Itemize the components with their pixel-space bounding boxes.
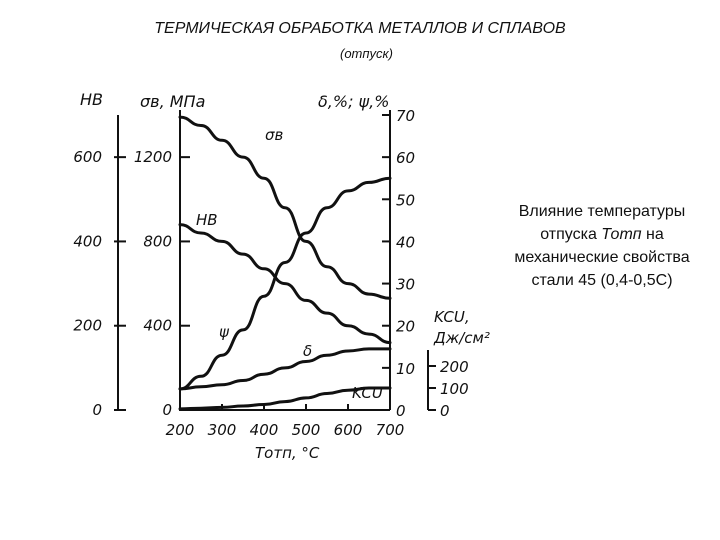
hb-tick-label: 400: [73, 232, 102, 250]
sigma-tick-label: 800: [143, 232, 172, 250]
series-label-sigma: σв: [265, 126, 284, 144]
percent-tick-label: 0: [396, 402, 406, 420]
hb-tick-label: 200: [73, 317, 102, 335]
sigma-tick-label: 0: [162, 401, 172, 419]
caption-part2: на механические свойства стали 45 (0,4-0…: [514, 226, 690, 289]
series-line-pct: [178, 176, 392, 391]
hb-tick-label: 600: [73, 148, 102, 166]
percent-tick-label: 30: [396, 276, 415, 294]
series-label-hb: HB: [196, 211, 218, 229]
kcu-tick-label: 100: [440, 380, 469, 398]
series-label-pct: ψ: [219, 323, 230, 341]
hb-axis-label: HB: [80, 90, 103, 109]
sigma-axis-label: σв, МПа: [140, 92, 205, 111]
percent-tick-label: 70: [396, 107, 415, 125]
kcu-axis-label-line2: Дж/см²: [433, 329, 490, 347]
percent-tick-label: 50: [396, 191, 415, 209]
x-tick-label: 600: [334, 421, 363, 439]
x-tick-label: 200: [166, 421, 195, 439]
percent-tick-label: 40: [396, 233, 415, 251]
caption-part1: Влияние температуры отпуска: [518, 203, 686, 243]
caption: Влияние температуры отпуска Тотп на меха…: [512, 200, 692, 292]
slide-subtitle: (отпуск): [340, 46, 394, 61]
sigma-tick-label: 1200: [134, 148, 172, 166]
percent-tick-label: 60: [396, 149, 415, 167]
x-tick-label: 700: [376, 421, 405, 439]
caption-emph: Тотп: [601, 226, 642, 243]
x-tick-label: 300: [208, 421, 237, 439]
hb-tick-label: 0: [92, 401, 102, 419]
series-label-kcu: KCU: [352, 384, 383, 402]
series-line-pct: [178, 347, 392, 391]
series-label-pct: δ: [303, 342, 312, 360]
percent-tick-label: 20: [396, 318, 415, 336]
x-tick-label: 500: [292, 421, 321, 439]
percent-tick-label: 10: [396, 360, 415, 378]
series-line-kcu: [178, 386, 392, 411]
kcu-tick-label: 200: [440, 358, 469, 376]
series-line-hb: [178, 223, 392, 345]
sigma-tick-label: 400: [143, 317, 172, 335]
kcu-tick-label: 0: [440, 402, 450, 420]
kcu-axis-label-line1: KCU,: [434, 308, 470, 326]
x-axis-label: Тотп, °C: [255, 444, 320, 462]
percent-axis-label: δ,%; ψ,%: [318, 92, 389, 111]
series-line-sigma: [178, 115, 392, 300]
slide-title: ТЕРМИЧЕСКАЯ ОБРАБОТКА МЕТАЛЛОВ И СПЛАВОВ: [154, 20, 566, 37]
curves-layer: [178, 115, 392, 411]
x-tick-label: 400: [250, 421, 279, 439]
